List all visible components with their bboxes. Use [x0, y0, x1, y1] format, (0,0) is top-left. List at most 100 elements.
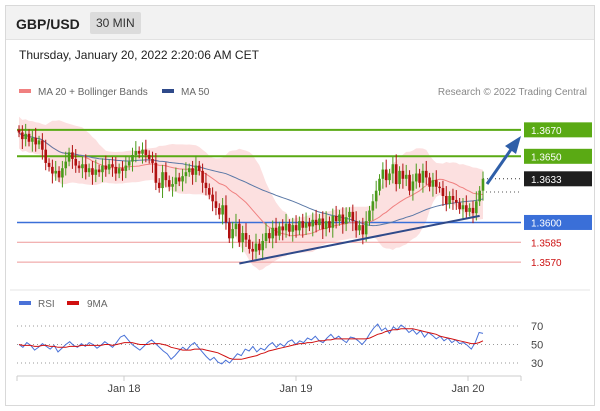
candle-body — [408, 174, 411, 191]
candle-body — [384, 169, 388, 181]
bollinger-legend-swatch — [19, 89, 31, 93]
candle-body — [324, 221, 328, 230]
bollinger-legend-label: MA 20 + Bollinger Bands — [38, 87, 148, 98]
x-axis: Jan 18 Jan 19 Jan 20 — [16, 375, 522, 395]
moving-averages — [18, 132, 484, 237]
candle-body — [51, 166, 54, 174]
level-label: 1.3633 — [531, 175, 562, 186]
rsi-panel: 70 50 30 — [17, 321, 543, 370]
rsi-tick-label: 30 — [531, 358, 543, 370]
candle-body — [264, 233, 268, 241]
candle-body — [87, 168, 91, 173]
candle-body — [278, 226, 281, 236]
candle-body — [248, 239, 251, 249]
x-axis-tick-label: Jan 19 — [279, 383, 312, 395]
level-label-box — [524, 148, 592, 164]
level-label: 1.3585 — [531, 238, 562, 249]
interval-badge[interactable]: 30 MIN — [90, 12, 141, 34]
candle-body — [404, 174, 408, 179]
candle-body — [448, 196, 451, 204]
candle-body — [368, 210, 371, 222]
candle-body — [157, 182, 161, 189]
candle-body — [164, 172, 168, 181]
candle-body — [398, 170, 401, 185]
ma20-line — [18, 132, 484, 237]
candle-body — [284, 223, 288, 231]
candle-body — [411, 181, 415, 191]
candle-body — [207, 188, 211, 195]
candle-body — [334, 215, 338, 222]
candle-body — [268, 233, 271, 239]
level-label: 1.3600 — [531, 218, 562, 229]
candle-body — [34, 137, 37, 145]
candle-body — [361, 225, 365, 235]
level-labels: 1.3670 1.3650 1.3633 1.3600 1.3585 1.3570 — [524, 122, 592, 269]
candle-body — [231, 229, 234, 239]
credit-label: Research © 2022 Trading Central — [438, 87, 587, 98]
candle-body — [388, 173, 391, 181]
candle-body — [47, 162, 51, 167]
candle-body — [224, 205, 228, 223]
candle-body — [191, 168, 194, 175]
candle-body — [294, 225, 298, 231]
candle-body — [67, 152, 71, 162]
candle-body — [37, 140, 41, 145]
candle-body — [21, 132, 24, 140]
candle-body — [381, 169, 385, 179]
candle-body — [197, 165, 201, 171]
candle-body — [204, 182, 208, 189]
candle-body — [81, 164, 84, 169]
candle-body — [328, 221, 331, 228]
candle-body — [187, 168, 191, 173]
candle-body — [304, 222, 308, 228]
candle-body — [468, 207, 471, 212]
candle-body — [438, 186, 441, 189]
candle-body — [465, 205, 468, 212]
candle-body — [144, 149, 148, 155]
candle-body — [321, 218, 325, 230]
candle-body — [311, 219, 315, 227]
candle-body — [318, 218, 321, 226]
candle-body — [71, 152, 74, 159]
legend: MA 20 + Bollinger Bands MA 50 Research ©… — [19, 87, 587, 98]
candle-body — [161, 172, 164, 189]
candle-body — [41, 140, 44, 150]
candle-body — [298, 221, 301, 231]
level-label-box — [524, 122, 592, 138]
candle-body — [451, 196, 455, 200]
candle-body — [371, 201, 375, 211]
level-lines — [17, 128, 521, 263]
candle-body — [364, 221, 368, 235]
candle-body — [74, 158, 78, 166]
candle-body — [301, 221, 305, 228]
candle-body — [61, 168, 64, 178]
candle-body — [181, 176, 184, 182]
ma50-legend-label: MA 50 — [181, 87, 210, 98]
candle-body — [97, 169, 101, 173]
candle-body — [444, 196, 448, 204]
candle-body — [194, 165, 198, 175]
candle-body — [91, 168, 94, 175]
candle-body — [291, 225, 295, 232]
candle-body — [478, 190, 481, 202]
rsi-tick-label: 70 — [531, 321, 543, 333]
candle-body — [64, 161, 68, 169]
candle-body — [261, 240, 264, 251]
rsi-tick-label: 50 — [531, 340, 543, 352]
candle-body — [117, 168, 121, 174]
support-trendline — [239, 214, 480, 265]
candle-body — [211, 194, 214, 202]
candle-body — [344, 217, 348, 224]
candle-body — [258, 243, 261, 251]
x-axis-tick-label: Jan 18 — [107, 383, 140, 395]
ma9-legend-label: 9MA — [87, 299, 108, 310]
candle-body — [147, 154, 151, 159]
instrument-title: GBP/USD — [16, 16, 80, 32]
candle-body — [461, 205, 465, 210]
rsi-legend-label: RSI — [38, 299, 55, 310]
candle-body — [244, 233, 248, 240]
candle-body — [121, 168, 124, 171]
candle-body — [154, 162, 158, 183]
candle-body — [434, 180, 438, 187]
